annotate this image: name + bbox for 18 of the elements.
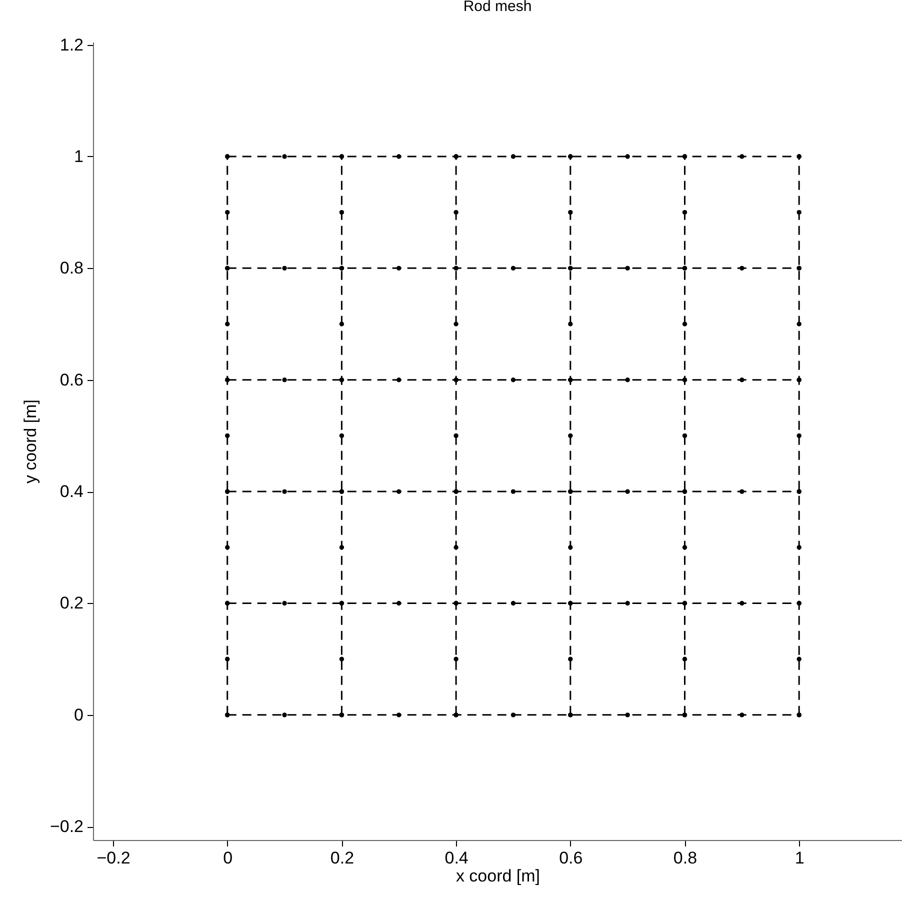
y-tick-label: 1.2 (60, 35, 84, 54)
y-tick-label: 0 (74, 705, 84, 724)
x-tick-label: 0.8 (673, 848, 698, 868)
x-tick-label: −0.2 (96, 848, 130, 868)
y-tick-label: 0.6 (60, 370, 84, 390)
y-tick-label: 0.2 (60, 594, 84, 613)
x-axis-title: x coord [m] (456, 866, 540, 886)
x-tick-label: 0.6 (559, 848, 583, 868)
chart-title: Rod mesh (463, 0, 532, 15)
x-tick-label: 0.4 (444, 848, 468, 868)
x-tick-label: 0 (223, 848, 233, 868)
x-tick-label: 0.2 (330, 848, 354, 868)
x-tick-label: 1 (794, 848, 804, 868)
y-tick-label: 0.8 (60, 258, 84, 278)
y-tick-label: −0.2 (50, 817, 84, 836)
y-tick-label: 0.4 (60, 482, 84, 502)
y-tick-label: 1 (74, 146, 84, 166)
y-axis-title: y coord [m] (20, 399, 40, 484)
